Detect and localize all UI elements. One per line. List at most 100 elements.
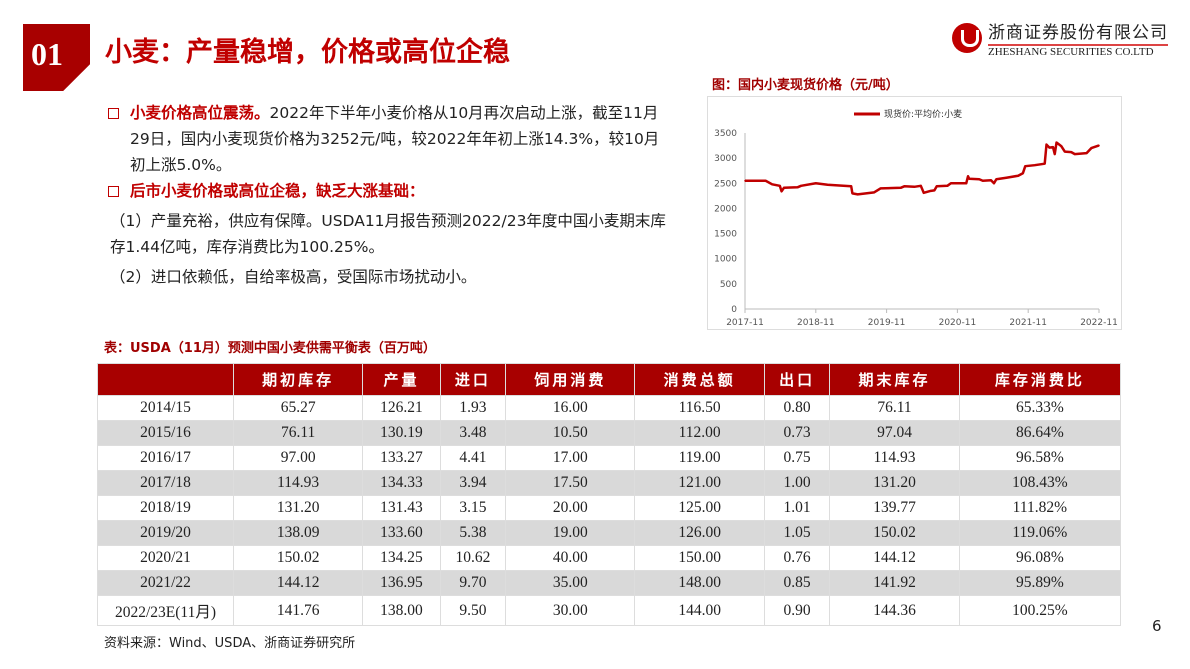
data-point	[856, 193, 859, 196]
data-point	[990, 179, 992, 182]
legend-label: 现货价:平均价:小麦	[884, 108, 962, 120]
data-point	[879, 187, 882, 190]
table-cell: 0.73	[763, 420, 831, 446]
table-cell: 150.00	[634, 545, 765, 571]
table-cell: 112.00	[634, 420, 765, 446]
table-cell: 3.48	[439, 420, 507, 446]
table-cell: 4.41	[439, 445, 507, 471]
data-point	[965, 182, 968, 185]
y-tick-label: 1500	[714, 230, 737, 240]
table-cell: 121.00	[634, 470, 765, 496]
data-point	[1070, 151, 1073, 153]
data-point	[800, 185, 802, 187]
data-point	[968, 177, 970, 180]
table-cell: 148.00	[634, 570, 765, 596]
y-tick-label: 500	[720, 280, 737, 290]
table-cell: 139.77	[829, 495, 960, 521]
table-cell: 0.90	[763, 595, 831, 626]
data-point	[920, 185, 922, 187]
table-cell: 0.80	[763, 395, 831, 421]
table-row: 2021/22 144.12 136.95 9.70 35.00 148.00 0.85 14…	[97, 570, 1122, 596]
table-cell: 2020/21	[97, 545, 234, 571]
table-cell: 2016/17	[97, 445, 234, 471]
y-tick-label: 2000	[714, 204, 737, 214]
data-point	[1024, 165, 1027, 167]
bullet-list: 小麦价格高位震荡。2022年下半年小麦价格从10月再次启动上涨，截至11月29日…	[106, 100, 666, 290]
data-point	[978, 178, 981, 181]
data-point	[1060, 145, 1063, 147]
column-header: 消费总额	[634, 363, 765, 396]
data-point	[1074, 153, 1076, 155]
data-point	[967, 175, 969, 178]
table-cell: 0.76	[763, 545, 831, 571]
x-tick-label: 2019-11	[868, 318, 906, 328]
data-point	[783, 187, 785, 189]
table-cell: 119.00	[634, 445, 765, 471]
table-cell: 2018/19	[97, 495, 234, 521]
table-cell: 116.50	[634, 395, 765, 421]
data-point	[1053, 153, 1056, 155]
table-cell: 5.38	[439, 520, 507, 546]
data-point	[935, 185, 938, 188]
table-cell: 111.82%	[958, 495, 1122, 521]
y-tick-label: 3500	[714, 129, 737, 139]
data-point	[1022, 172, 1024, 175]
table-cell: 16.00	[505, 395, 636, 421]
section-badge: 01	[23, 24, 90, 91]
column-header: 期末库存	[829, 363, 960, 396]
data-point	[771, 183, 773, 186]
data-point	[950, 182, 952, 185]
data-point	[930, 190, 932, 192]
supply-demand-table: 期初库存 产量 进口 饲用消费 消费总额 出口 期末库存 库存消费比 2014/15 65.27…	[97, 363, 1122, 626]
chart-title: 图：国内小麦现货价格（元/吨）	[712, 78, 899, 93]
table-cell: 131.20	[232, 495, 364, 521]
table-cell: 126.00	[634, 520, 765, 546]
table-cell: 150.02	[829, 520, 960, 546]
data-point	[1017, 174, 1019, 177]
table-cell: 40.00	[505, 545, 636, 571]
bullet-item: 小麦价格高位震荡。2022年下半年小麦价格从10月再次启动上涨，截至11月29日…	[106, 100, 666, 178]
data-point	[779, 185, 781, 187]
table-cell: 144.12	[829, 545, 960, 571]
table-title: 表：USDA（11月）预测中国小麦供需平衡表（百万吨）	[104, 341, 436, 356]
table-cell: 96.58%	[958, 445, 1122, 471]
data-point	[826, 183, 829, 186]
table-row: 2015/16 76.11 130.19 3.48 10.50 112.00 0.73 97.…	[97, 420, 1122, 446]
data-point	[850, 185, 852, 188]
data-point	[933, 189, 936, 192]
logo-cn: 浙商证券股份有限公司	[988, 18, 1168, 46]
table-cell: 1.93	[439, 395, 507, 421]
company-logo: 浙商证券股份有限公司 ZHESHANG SECURITIES CO.LTD	[952, 18, 1168, 58]
x-tick-label: 2018-11	[797, 318, 835, 328]
table-cell: 76.11	[829, 395, 960, 421]
data-point	[903, 185, 906, 188]
table-cell: 30.00	[505, 595, 636, 626]
data-point	[1090, 147, 1093, 149]
table-cell: 144.36	[829, 595, 960, 626]
table-cell: 114.93	[232, 470, 364, 496]
data-point	[851, 192, 854, 195]
table-cell: 0.85	[763, 570, 831, 596]
table-cell: 96.08%	[958, 545, 1122, 571]
table-cell: 134.25	[362, 545, 441, 571]
table-cell: 2022/23E(11月)	[97, 595, 234, 626]
column-header: 库存消费比	[958, 363, 1122, 396]
table-cell: 20.00	[505, 495, 636, 521]
bullet-item: 后市小麦价格或高位企稳，缺乏大涨基础：	[106, 178, 666, 204]
data-point	[913, 186, 916, 188]
table-cell: 3.15	[439, 495, 507, 521]
data-point	[981, 179, 984, 182]
column-header: 产量	[362, 363, 441, 396]
data-point	[1048, 146, 1051, 149]
table-row: 2016/17 97.00 133.27 4.41 17.00 119.00 0.75 114…	[97, 445, 1122, 471]
table-row: 2017/18 114.93 134.33 3.94 17.50 121.00 1.00 13…	[97, 470, 1122, 496]
paragraph: （2）进口依赖低，自给率极高，受国际市场扰动小。	[110, 268, 477, 286]
table-cell: 144.00	[634, 595, 765, 626]
table-cell: 9.70	[439, 570, 507, 596]
table-cell: 1.05	[763, 520, 831, 546]
table-cell: 141.92	[829, 570, 960, 596]
table-cell: 114.93	[829, 445, 960, 471]
table-cell: 2019/20	[97, 520, 234, 546]
table-cell: 2017/18	[97, 470, 234, 496]
y-tick-label: 0	[731, 305, 737, 315]
